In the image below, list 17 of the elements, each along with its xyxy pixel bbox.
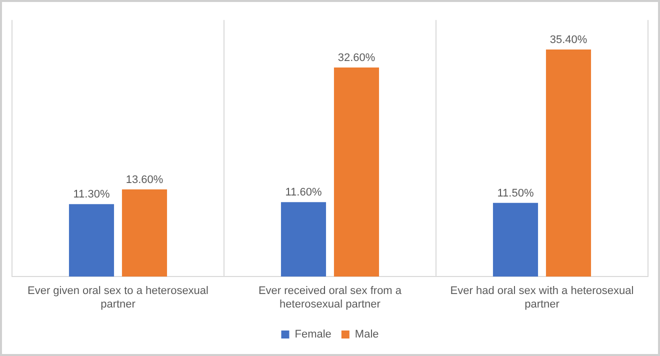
- x-tick-label: Ever had oral sex with a heterosexual partner: [450, 285, 634, 310]
- data-label: 35.40%: [550, 34, 588, 46]
- bar: [546, 50, 592, 277]
- x-tick-label: Ever received oral sex from a heterosexual partner: [258, 285, 402, 310]
- data-label: 11.50%: [497, 187, 534, 200]
- data-label: 11.30%: [73, 188, 110, 201]
- bar: [122, 189, 168, 277]
- data-label: 13.60%: [126, 174, 164, 186]
- legend-label: Female: [294, 328, 332, 341]
- legend-label: Male: [354, 328, 379, 341]
- bar: [334, 67, 380, 277]
- data-label: 32.60%: [338, 52, 376, 64]
- data-label: 11.60%: [285, 186, 322, 199]
- bar: [492, 202, 538, 277]
- bar: [280, 202, 326, 277]
- x-tick-label: Ever given oral sex to a heterosexual partner: [28, 285, 208, 310]
- bar: [68, 204, 114, 277]
